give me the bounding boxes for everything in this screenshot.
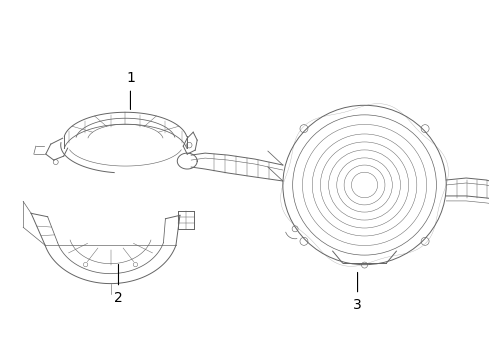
Text: 3: 3 — [353, 297, 362, 311]
Text: 2: 2 — [114, 291, 123, 305]
Text: 1: 1 — [126, 71, 135, 85]
